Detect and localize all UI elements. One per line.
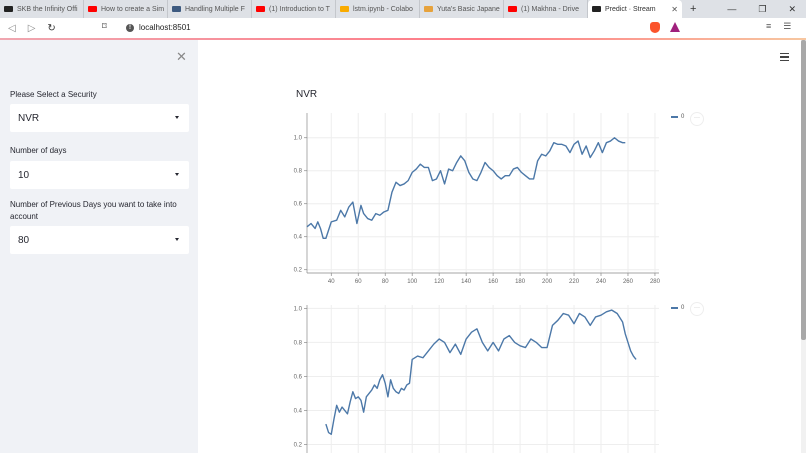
legend-label: 0: [681, 305, 685, 311]
chevron-down-icon: [175, 116, 179, 119]
forward-icon[interactable]: ▷: [27, 22, 36, 34]
svg-text:280: 280: [650, 279, 661, 285]
sidebar-close-icon[interactable]: ✕: [176, 49, 187, 64]
svg-text:60: 60: [355, 279, 362, 285]
browser-tab[interactable]: Yuta's Basic Japane: [420, 0, 504, 18]
scrollbar-thumb[interactable]: [801, 40, 806, 340]
bookmark-icon[interactable]: ⌑: [102, 21, 107, 31]
browser-tab[interactable]: Handling Multiple F: [168, 0, 252, 18]
tab-label: (1) Makhna - Drive: [521, 5, 579, 13]
previous-days-label: Number of Previous Days you want to take…: [10, 200, 177, 221]
tab-label: Predict · Stream: [605, 5, 656, 13]
chart-1-legend: 0: [671, 114, 684, 120]
svg-text:120: 120: [434, 279, 445, 285]
svg-text:0.6: 0.6: [294, 374, 303, 380]
main-content: [198, 40, 798, 453]
tab-label: (1) Introduction to T: [269, 5, 330, 13]
page-title: NVR: [296, 89, 318, 100]
security-label: Please Select a Security: [10, 90, 97, 99]
svg-text:160: 160: [488, 279, 499, 285]
browser-tab[interactable]: How to create a Sim: [84, 0, 168, 18]
days-select[interactable]: 10: [10, 161, 189, 189]
legend-label: 0: [681, 114, 685, 120]
browser-tab[interactable]: SKB the Infinity Offi: [0, 0, 84, 18]
tab-label: lstm.ipynb - Colabo: [353, 5, 413, 13]
svg-text:0.2: 0.2: [294, 442, 303, 448]
tab-label: Handling Multiple F: [185, 5, 245, 13]
chart-2-more-icon[interactable]: ···: [690, 302, 704, 316]
chart-1-more-icon[interactable]: ···: [690, 112, 704, 126]
reload-icon[interactable]: ↻: [47, 22, 56, 34]
svg-text:180: 180: [515, 279, 526, 285]
svg-text:0.8: 0.8: [294, 169, 303, 175]
security-select[interactable]: NVR: [10, 104, 189, 132]
new-tab-button[interactable]: +: [690, 3, 697, 15]
svg-text:80: 80: [382, 279, 389, 285]
svg-text:100: 100: [407, 279, 418, 285]
line-chart-1[interactable]: 0.2 0.4 0.6 0.8 1.0 40 60 80 100 120 140 160 180 200 2…: [280, 105, 680, 290]
youtube-icon: [88, 6, 97, 12]
streamlit-decoration-line: [0, 38, 806, 40]
previous-days-select-value: 80: [18, 234, 30, 246]
security-select-value: NVR: [18, 112, 40, 124]
minimize-icon[interactable]: —: [727, 3, 737, 14]
browser-tab-bar: SKB the Infinity Offi How to create a Sim…: [0, 0, 806, 18]
url-field[interactable]: ! localhost:8501: [120, 19, 670, 36]
playlist-icon[interactable]: ≡: [766, 21, 772, 31]
youtube-icon: [508, 6, 517, 12]
chevron-down-icon: [175, 173, 179, 176]
sidebar: ✕ Please Select a Security NVR Number of…: [0, 40, 198, 453]
svg-text:0.4: 0.4: [294, 235, 303, 241]
streamlit-icon: [592, 6, 601, 12]
chart-2-legend: 0: [671, 305, 684, 311]
close-tab-icon[interactable]: ✕: [671, 4, 678, 14]
line-chart-2[interactable]: 0.2 0.4 0.6 0.8 1.0: [280, 300, 680, 453]
window-controls: — ❐ ✕: [727, 4, 806, 15]
legend-swatch: [671, 116, 678, 118]
browser-tab[interactable]: lstm.ipynb - Colabo: [336, 0, 420, 18]
previous-days-select[interactable]: 80: [10, 226, 189, 254]
days-label: Number of days: [10, 146, 67, 155]
browser-menu-icon[interactable]: ☰: [783, 21, 792, 31]
chevron-down-icon: [175, 238, 179, 241]
svg-text:140: 140: [461, 279, 472, 285]
hamburger-icon[interactable]: [780, 53, 789, 63]
days-select-value: 10: [18, 169, 30, 181]
svg-text:0.6: 0.6: [294, 202, 303, 208]
close-window-icon[interactable]: ✕: [788, 3, 796, 14]
mask-icon: [4, 6, 13, 12]
legend-swatch: [671, 307, 678, 309]
svg-text:220: 220: [569, 279, 580, 285]
svg-text:240: 240: [596, 279, 607, 285]
browser-tab[interactable]: (1) Introduction to T: [252, 0, 336, 18]
svg-text:0.8: 0.8: [294, 340, 303, 346]
flower-icon: [424, 6, 433, 12]
brave-shield-icon[interactable]: [650, 22, 660, 33]
svg-text:0.2: 0.2: [294, 268, 303, 274]
address-bar: ◁ ▷ ↻ ⌑ ! localhost:8501 ≡ ☰: [0, 18, 806, 38]
youtube-icon: [256, 6, 265, 12]
tab-label: SKB the Infinity Offi: [17, 5, 78, 13]
tab-label: Yuta's Basic Japane: [437, 5, 500, 13]
url-text[interactable]: localhost:8501: [139, 23, 191, 32]
brave-rewards-icon[interactable]: [670, 22, 680, 32]
colab-icon: [340, 6, 349, 12]
svg-text:1.0: 1.0: [294, 136, 303, 142]
svg-text:200: 200: [542, 279, 553, 285]
svg-text:40: 40: [328, 279, 335, 285]
toolbar-right: ≡ ☰: [766, 21, 791, 32]
svg-text:260: 260: [623, 279, 634, 285]
restore-icon[interactable]: ❐: [758, 3, 767, 14]
svg-text:1.0: 1.0: [294, 306, 303, 312]
svg-text:0.4: 0.4: [294, 408, 303, 414]
back-icon[interactable]: ◁: [8, 22, 16, 34]
browser-tab[interactable]: Predict · Stream ✕: [588, 0, 682, 18]
tab-label: How to create a Sim: [101, 5, 165, 13]
browser-tab[interactable]: (1) Makhna - Drive: [504, 0, 588, 18]
info-icon[interactable]: !: [126, 23, 134, 32]
nav-buttons: ◁ ▷ ↻: [0, 23, 100, 34]
page-icon: [172, 6, 181, 12]
